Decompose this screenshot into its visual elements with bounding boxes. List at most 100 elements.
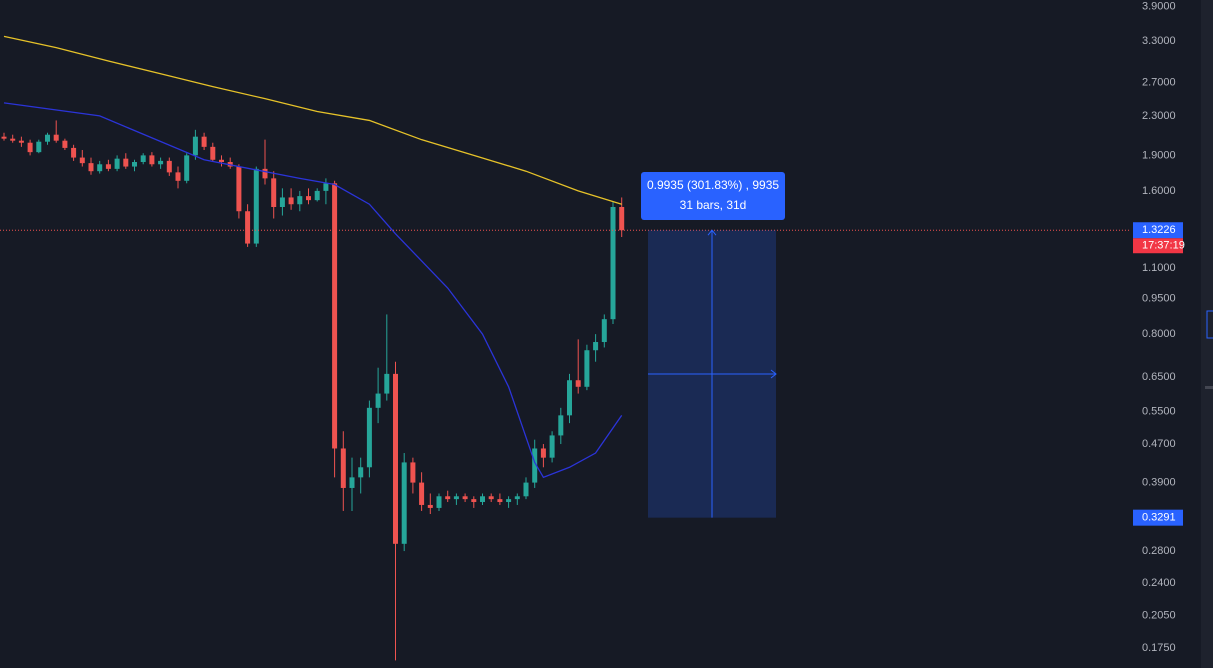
y-tick-label: 2.3000	[1142, 110, 1176, 122]
candle-body	[210, 146, 216, 160]
candle-body	[558, 415, 564, 436]
y-tick-label: 1.9000	[1142, 149, 1176, 161]
candle-body	[184, 155, 190, 181]
candle-body	[419, 482, 425, 505]
moving-average	[3, 35, 622, 205]
y-tick-label: 0.2050	[1142, 609, 1176, 621]
candle-body	[540, 448, 546, 458]
candle-body	[410, 462, 416, 483]
measure-tooltip	[641, 172, 785, 220]
candle-body	[297, 196, 303, 205]
candle-body	[480, 496, 485, 503]
moving-average	[3, 102, 623, 479]
candle-body	[462, 496, 468, 500]
candle-body	[114, 158, 120, 169]
candle-body	[427, 504, 433, 508]
candle-body	[132, 162, 137, 167]
candle-body	[18, 140, 24, 143]
candle-body	[71, 147, 77, 158]
y-tick-label: 0.8000	[1142, 328, 1176, 340]
candle-body	[79, 157, 85, 164]
candle-body	[401, 462, 407, 544]
candle-body	[619, 207, 625, 231]
candle-body	[53, 134, 59, 141]
candle-body	[366, 407, 372, 468]
price-tag	[1133, 222, 1183, 239]
candle-body	[488, 496, 494, 500]
y-tick-label: 0.9500	[1142, 293, 1176, 305]
candle-body	[88, 163, 94, 172]
candle-body	[149, 155, 155, 165]
candle-body	[506, 499, 512, 503]
y-tick-label: 1.1000	[1142, 262, 1176, 274]
measure-line2: 31 bars, 31d	[680, 198, 747, 212]
measure-line1: 0.9935 (301.83%) , 9935	[647, 178, 779, 192]
candle-body	[158, 160, 164, 165]
side-box	[1206, 310, 1213, 339]
candle-body	[271, 178, 277, 207]
candle-body	[340, 448, 346, 488]
y-tick-label: 0.3900	[1142, 476, 1176, 488]
y-tick-label: 0.6500	[1142, 371, 1176, 383]
candle-body	[323, 183, 329, 191]
candle-body	[384, 373, 390, 394]
candle-body	[97, 164, 103, 172]
y-tick-label: 2.7000	[1142, 77, 1176, 89]
y-tick-label: 1.6000	[1142, 185, 1176, 197]
candle-body	[610, 207, 616, 320]
candle-body	[62, 140, 68, 148]
y-tick-label: 3.9000	[1142, 1, 1176, 13]
price-label: 1.3226	[1142, 224, 1176, 236]
y-tick-label: 0.2400	[1142, 577, 1176, 589]
candle-body	[123, 158, 129, 167]
measure-arrow-right	[770, 369, 777, 379]
candle-body	[1, 136, 7, 139]
candle-body	[166, 160, 172, 173]
candle-body	[445, 496, 451, 500]
y-tick-label: 0.1750	[1142, 642, 1176, 654]
candle-body	[314, 190, 320, 201]
candle-body	[140, 155, 146, 163]
side-bar	[1205, 386, 1213, 389]
candle-body	[514, 496, 520, 500]
candle-body	[306, 196, 311, 201]
y-tick-label: 0.2800	[1142, 545, 1176, 557]
candle-body	[105, 164, 111, 169]
candle-body	[288, 197, 294, 205]
candle-body	[532, 448, 538, 483]
candle-body	[593, 342, 599, 351]
candle-body	[549, 435, 555, 458]
candle-body	[575, 380, 581, 387]
candle-body	[523, 482, 529, 497]
measure-low-label: 0.3291	[1142, 512, 1176, 524]
candle-body	[497, 499, 503, 503]
candle-body	[471, 499, 477, 503]
countdown-tag	[1133, 238, 1183, 254]
candle-body	[45, 134, 50, 142]
candle-body	[567, 380, 572, 416]
candle-body	[601, 319, 607, 343]
candle-body	[358, 467, 364, 478]
candle-body	[245, 211, 251, 244]
candle-body	[436, 496, 442, 508]
candle-body	[219, 159, 224, 163]
candle-body	[375, 393, 381, 408]
candle-body	[393, 373, 398, 544]
candle-body	[192, 136, 198, 156]
candle-body	[262, 168, 268, 179]
candle-body	[27, 142, 33, 153]
candle-body	[175, 172, 181, 181]
y-tick-label: 3.3000	[1142, 35, 1176, 47]
candle-body	[236, 166, 242, 212]
candle-body	[279, 197, 285, 207]
candle-body	[453, 496, 459, 500]
candle-body	[10, 138, 16, 141]
y-tick-label: 0.5500	[1142, 405, 1176, 417]
candle-body	[332, 183, 338, 449]
candle-body	[253, 168, 259, 244]
candle-body	[201, 136, 207, 147]
candle-body	[584, 350, 590, 387]
y-tick-label: 0.4700	[1142, 438, 1176, 450]
